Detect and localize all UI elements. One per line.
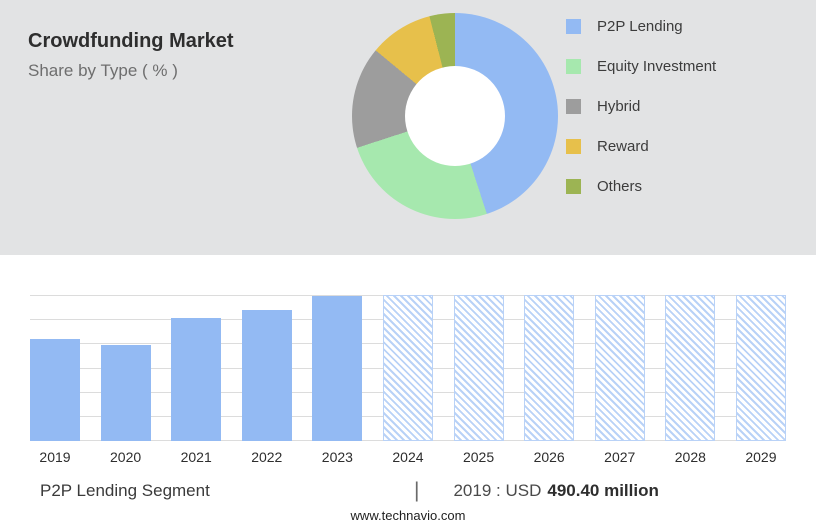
year-label: 2025 — [462, 449, 495, 465]
donut-chart — [352, 13, 558, 219]
forecast-bar — [594, 295, 645, 441]
legend-item-others: Others — [566, 174, 716, 198]
legend-item-p2p-lending: P2P Lending — [566, 14, 716, 38]
bar-chart: 2019 2020 2021 2022 2023 2024 2025 2026 2027 2028… — [30, 295, 786, 465]
segment-forecast-panel: 2019 2020 2021 2022 2023 2024 2025 2026 2027 2028… — [0, 255, 816, 528]
bar-column: 2022 — [241, 295, 292, 473]
legend-item-hybrid: Hybrid — [566, 94, 716, 118]
bar-column: 2028 — [665, 295, 716, 473]
legend-label: Hybrid — [597, 97, 641, 115]
legend-label: P2P Lending — [597, 17, 683, 35]
footer-separator: | — [414, 479, 420, 502]
history-bar — [30, 338, 80, 441]
history-bar — [100, 344, 151, 441]
forecast-bar — [665, 295, 716, 441]
year-label: 2022 — [251, 449, 283, 465]
forecast-bar — [382, 295, 433, 441]
legend-swatch — [566, 178, 581, 194]
history-bar — [241, 309, 292, 441]
segment-value: | 2019 : USD 490.40 million — [414, 479, 659, 503]
year-label: 2019 — [39, 449, 71, 465]
forecast-bar — [524, 295, 575, 441]
year-label: 2027 — [604, 449, 636, 465]
value-prefix: 2019 : USD — [453, 481, 542, 500]
segment-label: P2P Lending Segment — [40, 481, 210, 500]
share-by-type-panel: Crowdfunding Market Share by Type ( % ) … — [0, 0, 816, 255]
page-subtitle: Share by Type ( % ) — [28, 61, 178, 80]
year-label: 2020 — [110, 449, 142, 465]
year-label: 2029 — [745, 449, 777, 465]
bar-column: 2026 — [524, 295, 575, 473]
bar-column: 2027 — [594, 295, 645, 473]
website-url: www.technavio.com — [350, 508, 466, 523]
bar-column: 2020 — [100, 295, 151, 473]
forecast-bar — [735, 295, 786, 441]
legend-label: Others — [597, 177, 643, 195]
legend-swatch — [566, 18, 581, 34]
legend-swatch — [566, 58, 581, 74]
legend-swatch — [566, 138, 581, 154]
year-label: 2023 — [321, 449, 353, 465]
legend-label: Reward — [597, 137, 649, 155]
bar-column: 2023 — [312, 295, 363, 473]
legend-item-reward: Reward — [566, 134, 716, 158]
bar-column: 2024 — [382, 295, 433, 473]
legend: P2P Lending Equity Investment Hybrid Rew… — [566, 14, 716, 214]
legend-swatch — [566, 98, 581, 114]
bar-column: 2021 — [171, 295, 222, 473]
legend-item-equity-investment: Equity Investment — [566, 54, 716, 78]
year-label: 2028 — [674, 449, 706, 465]
history-bar — [312, 296, 363, 441]
year-label: 2026 — [533, 449, 565, 465]
history-bar — [171, 318, 222, 441]
year-label: 2024 — [392, 449, 424, 465]
legend-label: Equity Investment — [597, 57, 717, 75]
value-amount: 490.40 million — [547, 481, 659, 500]
page-title: Crowdfunding Market — [28, 30, 234, 52]
bar-column: 2025 — [453, 295, 504, 473]
donut-hole — [405, 66, 505, 166]
forecast-bar — [453, 295, 504, 441]
bar-column: 2019 — [30, 295, 80, 473]
bar-columns: 2019 2020 2021 2022 2023 2024 2025 2026 2027 2028… — [30, 295, 786, 473]
year-label: 2021 — [180, 449, 212, 465]
bar-column: 2029 — [735, 295, 786, 473]
